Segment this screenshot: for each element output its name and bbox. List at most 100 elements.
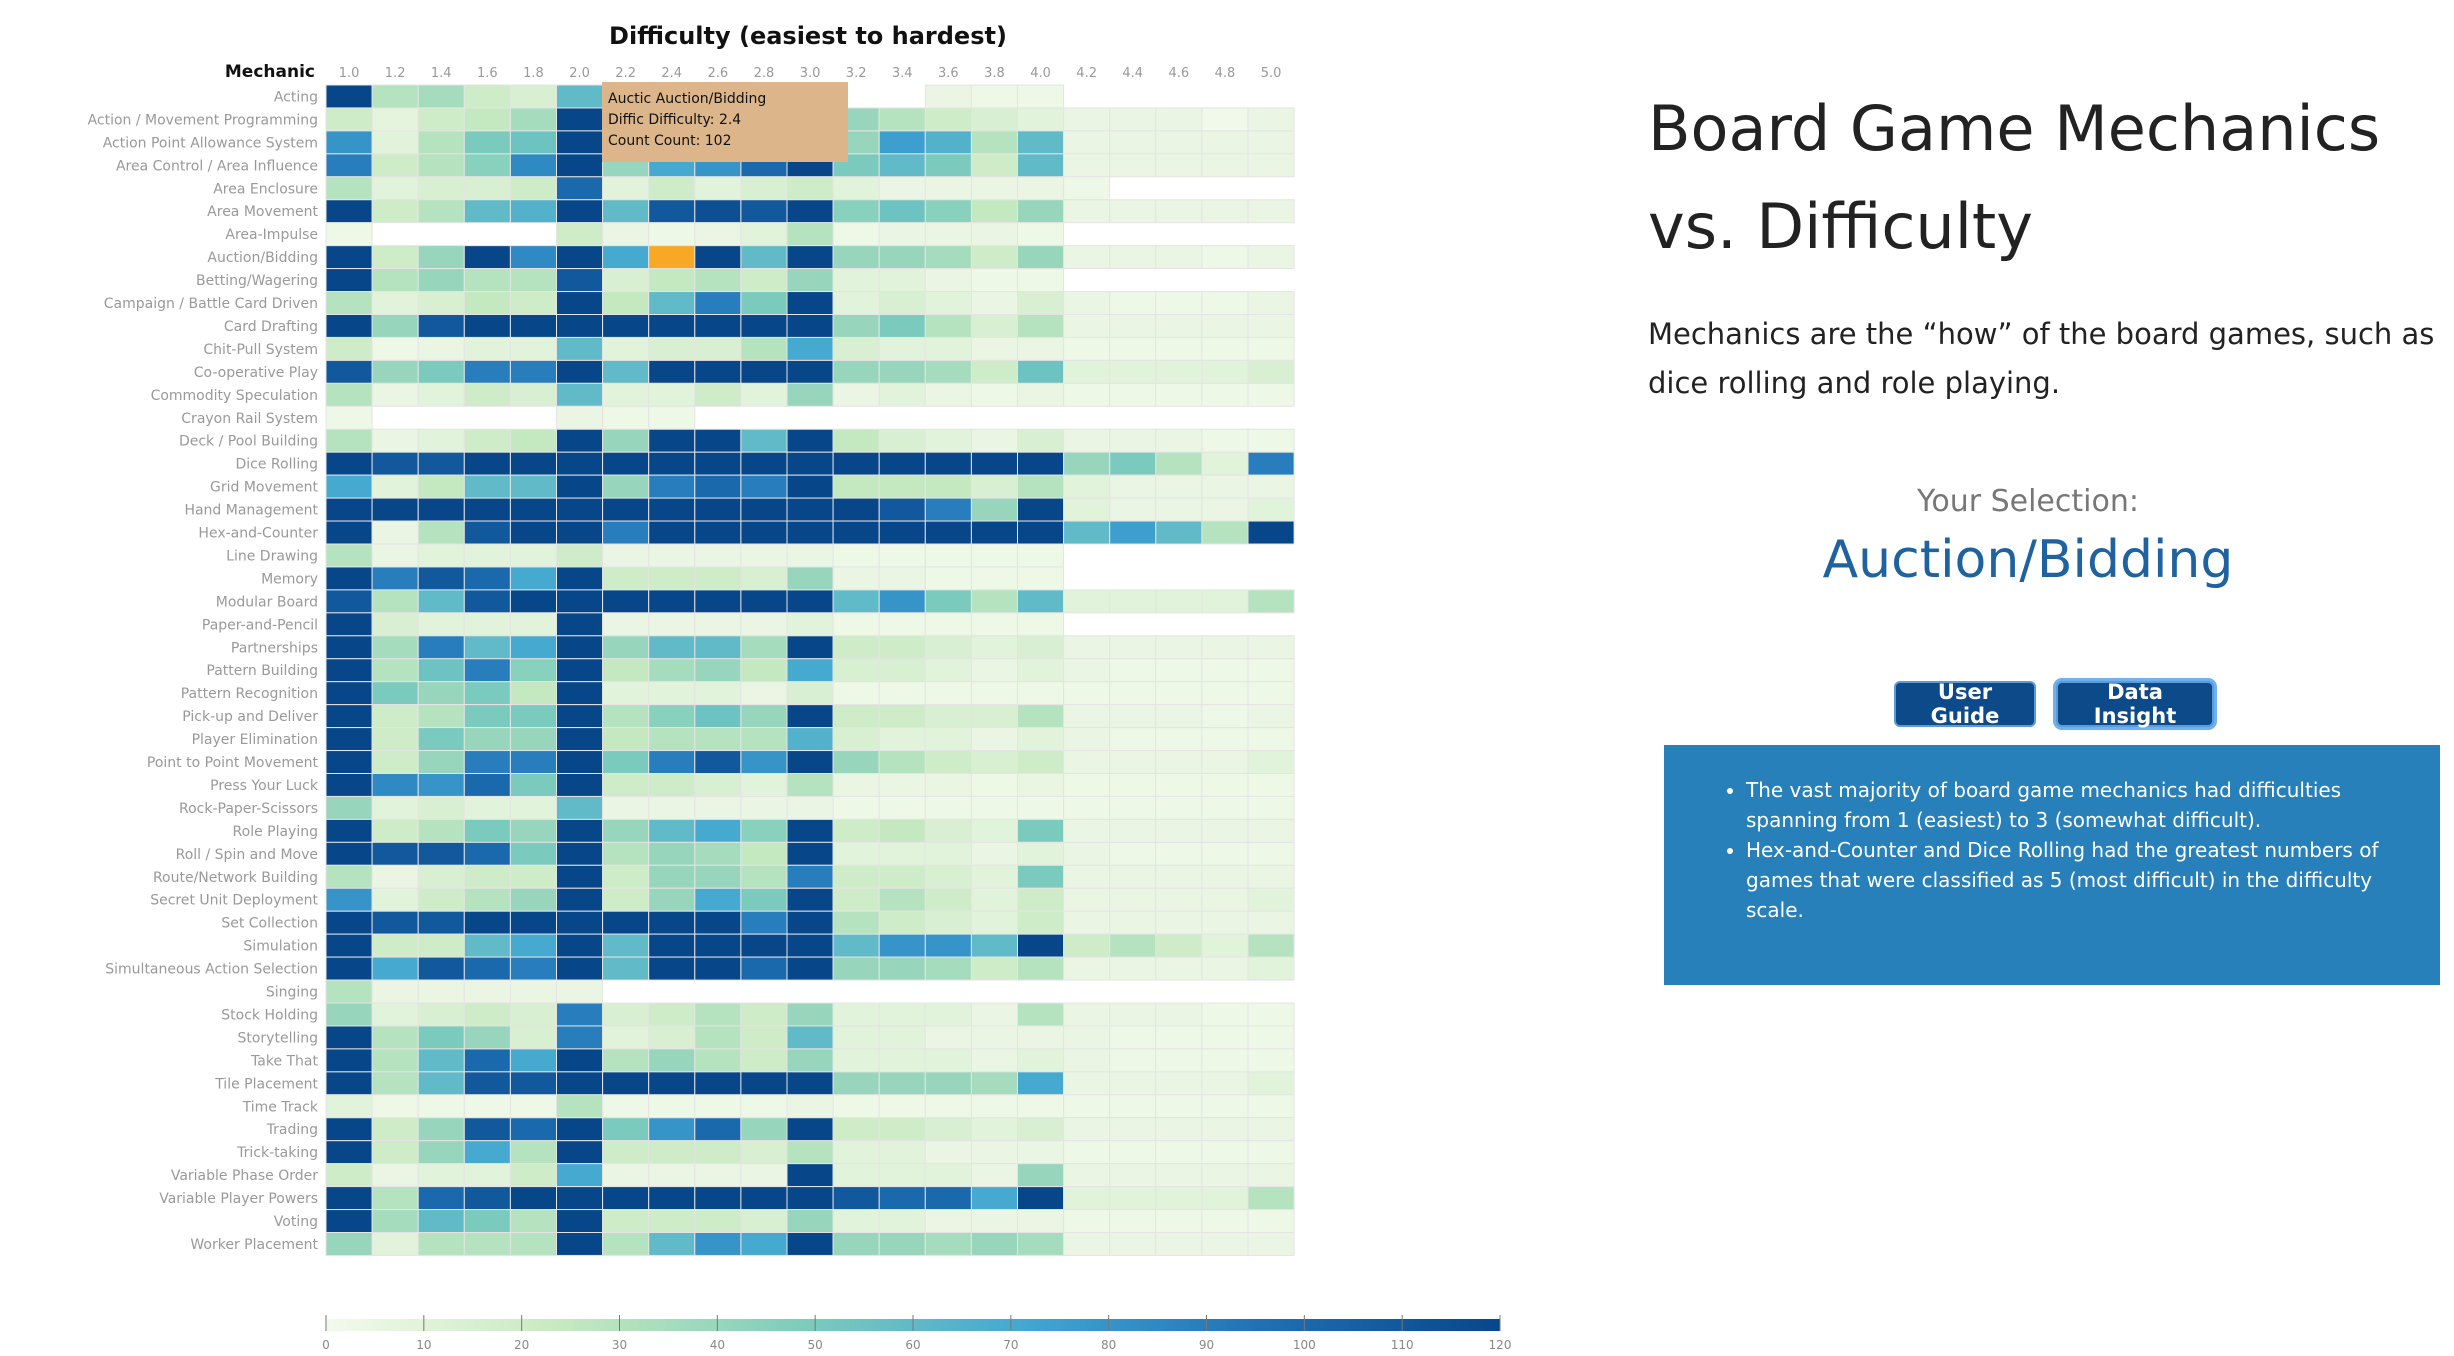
heatmap-cell[interactable] xyxy=(556,750,604,774)
heatmap-cell[interactable] xyxy=(1201,107,1249,132)
heatmap-cell[interactable] xyxy=(325,451,373,476)
heatmap-cell[interactable] xyxy=(463,245,511,270)
heatmap-cell[interactable] xyxy=(648,635,696,660)
heatmap-cell[interactable] xyxy=(556,681,604,706)
heatmap-cell[interactable] xyxy=(1017,1094,1065,1119)
heatmap-cell[interactable] xyxy=(648,176,696,201)
heatmap-cell[interactable] xyxy=(970,1186,1019,1211)
heatmap-cell[interactable] xyxy=(417,451,465,476)
heatmap-cell[interactable] xyxy=(878,497,926,522)
heatmap-cell[interactable] xyxy=(371,268,419,293)
heatmap-cell[interactable] xyxy=(878,818,926,843)
heatmap-cell[interactable] xyxy=(1017,933,1065,958)
heatmap-cell[interactable] xyxy=(878,520,926,545)
heatmap-cell[interactable] xyxy=(970,1025,1019,1050)
heatmap-cell[interactable] xyxy=(970,1163,1019,1188)
heatmap-cell[interactable] xyxy=(694,727,742,752)
heatmap-cell[interactable] xyxy=(1109,841,1157,866)
heatmap-cell[interactable] xyxy=(463,750,511,774)
heatmap-cell[interactable] xyxy=(694,818,742,843)
heatmap-cell[interactable] xyxy=(1247,750,1295,774)
heatmap-cell[interactable] xyxy=(832,658,880,683)
heatmap-cell[interactable] xyxy=(556,773,604,797)
heatmap-cell[interactable] xyxy=(602,359,650,384)
heatmap-cell[interactable] xyxy=(1063,1117,1111,1142)
heatmap-cell[interactable] xyxy=(1109,1002,1157,1027)
heatmap-cell[interactable] xyxy=(602,382,650,407)
heatmap-cell[interactable] xyxy=(970,1209,1019,1234)
heatmap-cell[interactable] xyxy=(509,153,557,178)
heatmap-cell[interactable] xyxy=(924,1048,972,1073)
heatmap-cell[interactable] xyxy=(463,543,511,568)
heatmap-cell[interactable] xyxy=(1247,1117,1295,1142)
heatmap-cell[interactable] xyxy=(740,887,788,912)
heatmap-cell[interactable] xyxy=(417,773,465,797)
heatmap-cell[interactable] xyxy=(924,818,972,843)
heatmap-cell[interactable] xyxy=(417,956,465,981)
heatmap-cell[interactable] xyxy=(970,933,1019,958)
heatmap-cell[interactable] xyxy=(1063,107,1111,132)
heatmap-cell[interactable] xyxy=(740,382,788,407)
heatmap-cell[interactable] xyxy=(556,658,604,683)
heatmap-cell[interactable] xyxy=(1063,1071,1111,1096)
heatmap-cell[interactable] xyxy=(509,795,557,820)
heatmap-cell[interactable] xyxy=(924,520,972,545)
heatmap-cell[interactable] xyxy=(417,658,465,683)
heatmap-cell[interactable] xyxy=(463,84,511,109)
heatmap-cell[interactable] xyxy=(878,864,926,889)
heatmap-cell[interactable] xyxy=(1109,1071,1157,1096)
heatmap-cell[interactable] xyxy=(325,1140,373,1165)
heatmap-cell[interactable] xyxy=(417,520,465,545)
heatmap-cell[interactable] xyxy=(648,1186,696,1211)
heatmap-cell[interactable] xyxy=(463,1025,511,1050)
heatmap-cell[interactable] xyxy=(556,612,604,637)
heatmap-cell[interactable] xyxy=(1247,382,1295,407)
heatmap-cell[interactable] xyxy=(694,359,742,384)
heatmap-cell[interactable] xyxy=(463,474,511,499)
heatmap-cell[interactable] xyxy=(463,268,511,293)
heatmap-cell[interactable] xyxy=(556,566,604,591)
heatmap-cell[interactable] xyxy=(1017,956,1065,981)
heatmap-cell[interactable] xyxy=(602,1002,650,1027)
heatmap-cell[interactable] xyxy=(1201,1163,1249,1188)
heatmap-cell[interactable] xyxy=(417,1186,465,1211)
heatmap-cell[interactable] xyxy=(509,1232,557,1256)
heatmap-cell[interactable] xyxy=(970,658,1019,683)
heatmap-cell[interactable] xyxy=(694,750,742,774)
heatmap-cell[interactable] xyxy=(556,635,604,660)
heatmap-cell[interactable] xyxy=(878,359,926,384)
heatmap-cell[interactable] xyxy=(648,1002,696,1027)
heatmap-cell[interactable] xyxy=(970,428,1019,453)
heatmap-cell[interactable] xyxy=(1155,750,1203,774)
heatmap-cell[interactable] xyxy=(417,750,465,774)
heatmap-cell[interactable] xyxy=(417,153,465,178)
heatmap-cell[interactable] xyxy=(924,1117,972,1142)
heatmap-cell[interactable] xyxy=(1017,543,1065,568)
heatmap-cell[interactable] xyxy=(556,1071,604,1096)
heatmap-cell[interactable] xyxy=(648,314,696,338)
heatmap-cell[interactable] xyxy=(1109,1140,1157,1165)
heatmap-cell[interactable] xyxy=(832,359,880,384)
heatmap-cell[interactable] xyxy=(417,474,465,499)
heatmap-cell[interactable] xyxy=(463,1232,511,1256)
heatmap-cell[interactable] xyxy=(832,864,880,889)
heatmap-cell[interactable] xyxy=(878,1140,926,1165)
heatmap-cell[interactable] xyxy=(694,1117,742,1142)
heatmap-cell[interactable] xyxy=(1247,1094,1295,1119)
heatmap-cell[interactable] xyxy=(786,451,834,476)
heatmap-cell[interactable] xyxy=(325,245,373,270)
heatmap-cell[interactable] xyxy=(924,1232,972,1256)
heatmap-cell[interactable] xyxy=(786,589,834,614)
heatmap-cell[interactable] xyxy=(325,979,373,1004)
heatmap-cell[interactable] xyxy=(924,543,972,568)
heatmap-cell[interactable] xyxy=(325,1117,373,1142)
heatmap-cell[interactable] xyxy=(970,359,1019,384)
heatmap-cell[interactable] xyxy=(1017,176,1065,201)
heatmap-cell[interactable] xyxy=(694,1025,742,1050)
heatmap-cell[interactable] xyxy=(1063,1094,1111,1119)
heatmap-cell[interactable] xyxy=(509,130,557,155)
heatmap-cell[interactable] xyxy=(648,199,696,224)
heatmap-cell[interactable] xyxy=(694,451,742,476)
heatmap-cell[interactable] xyxy=(1017,314,1065,338)
heatmap-cell[interactable] xyxy=(1201,199,1249,224)
